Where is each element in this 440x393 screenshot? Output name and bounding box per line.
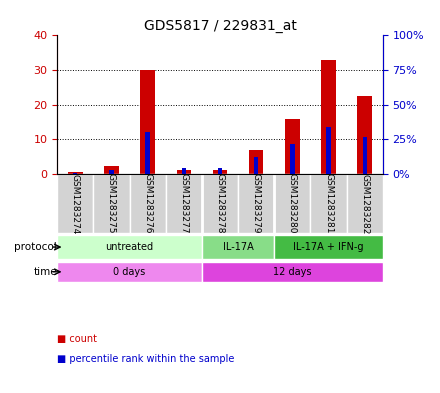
- Bar: [109, 170, 114, 174]
- Text: protocol: protocol: [15, 242, 57, 252]
- Text: GSM1283282: GSM1283282: [360, 174, 369, 234]
- Text: untreated: untreated: [106, 242, 154, 252]
- FancyBboxPatch shape: [347, 174, 383, 233]
- Text: GSM1283276: GSM1283276: [143, 173, 152, 234]
- Bar: [146, 132, 150, 174]
- Bar: [140, 70, 155, 174]
- Bar: [285, 119, 300, 174]
- Bar: [321, 60, 336, 174]
- FancyBboxPatch shape: [202, 235, 274, 259]
- FancyBboxPatch shape: [274, 235, 383, 259]
- Bar: [254, 157, 258, 174]
- Bar: [357, 96, 372, 174]
- Text: 12 days: 12 days: [273, 267, 312, 277]
- Text: time: time: [33, 267, 57, 277]
- FancyBboxPatch shape: [202, 262, 383, 282]
- Bar: [213, 170, 227, 174]
- Text: GSM1283274: GSM1283274: [71, 174, 80, 234]
- FancyBboxPatch shape: [57, 174, 93, 233]
- FancyBboxPatch shape: [57, 235, 202, 259]
- FancyBboxPatch shape: [311, 174, 347, 233]
- Text: GSM1283278: GSM1283278: [216, 173, 224, 234]
- Bar: [290, 143, 294, 174]
- Title: GDS5817 / 229831_at: GDS5817 / 229831_at: [143, 19, 297, 33]
- FancyBboxPatch shape: [93, 174, 129, 233]
- Text: IL-17A + IFN-g: IL-17A + IFN-g: [293, 242, 364, 252]
- FancyBboxPatch shape: [202, 174, 238, 233]
- Text: GSM1283280: GSM1283280: [288, 173, 297, 234]
- FancyBboxPatch shape: [57, 262, 202, 282]
- Bar: [176, 170, 191, 174]
- Bar: [363, 137, 367, 174]
- Text: GSM1283277: GSM1283277: [180, 173, 188, 234]
- Text: ■ count: ■ count: [57, 334, 97, 344]
- FancyBboxPatch shape: [129, 174, 166, 233]
- Bar: [68, 172, 83, 174]
- Text: IL-17A: IL-17A: [223, 242, 253, 252]
- Text: ■ percentile rank within the sample: ■ percentile rank within the sample: [57, 354, 235, 364]
- FancyBboxPatch shape: [166, 174, 202, 233]
- Bar: [182, 168, 186, 174]
- Text: 0 days: 0 days: [114, 267, 146, 277]
- Text: GSM1283279: GSM1283279: [252, 173, 260, 234]
- Bar: [249, 150, 264, 174]
- Text: GSM1283275: GSM1283275: [107, 173, 116, 234]
- Bar: [73, 173, 77, 174]
- FancyBboxPatch shape: [238, 174, 274, 233]
- Bar: [104, 166, 119, 174]
- FancyBboxPatch shape: [274, 174, 311, 233]
- Bar: [326, 127, 331, 174]
- Bar: [218, 168, 222, 174]
- Text: GSM1283281: GSM1283281: [324, 173, 333, 234]
